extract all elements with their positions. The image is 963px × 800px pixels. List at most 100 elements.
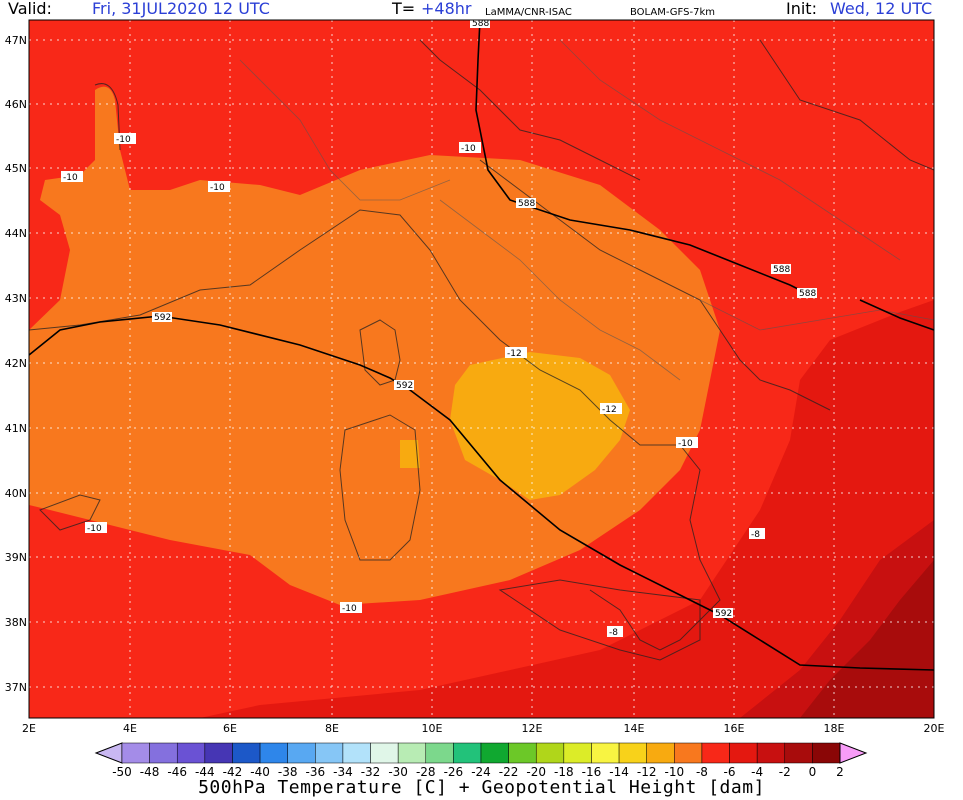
init-date: Wed, 12 UTC <box>830 0 933 18</box>
geopotential-label: 592 <box>154 313 171 323</box>
colorbar-tick-label: -14 <box>609 765 629 779</box>
lat-tick-label: 41N <box>5 422 27 435</box>
colorbar-swatch <box>287 742 316 764</box>
colorbar-swatch <box>149 742 178 764</box>
lon-tick-label: 20E <box>924 722 945 735</box>
colorbar-swatch <box>204 742 233 764</box>
colorbar-swatch <box>315 742 344 764</box>
map-frame <box>28 19 935 719</box>
colorbar-tick-label: -16 <box>582 765 602 779</box>
colorbar-swatch <box>701 742 730 764</box>
geopotential-label: 588 <box>799 289 816 299</box>
temperature-label: -10 <box>678 439 693 449</box>
colorbar-swatch <box>121 742 150 764</box>
lat-tick-label: 42N <box>5 357 27 370</box>
temperature-labels: -10 -10 -10 -10 -10 -12 -12 -10 -8 -10 -… <box>61 133 765 638</box>
colorbar-swatch <box>535 742 565 764</box>
colorbar-tick-label: -36 <box>306 765 326 779</box>
colorbar-swatch <box>342 742 371 764</box>
colorbar-tick-label: -28 <box>416 765 436 779</box>
lat-axis: 47N 46N 45N 44N 43N 42N 41N 40N 39N 38N … <box>5 34 27 694</box>
lon-tick-label: 2E <box>22 722 36 735</box>
lon-tick-label: 16E <box>724 722 745 735</box>
lead-time: +48hr <box>421 0 472 18</box>
colorbar-swatch <box>729 742 758 764</box>
lat-tick-label: 37N <box>5 681 27 694</box>
geopotential-label: 588 <box>472 19 489 29</box>
lat-tick-label: 45N <box>5 162 27 175</box>
colorbar-tick-label: -18 <box>554 765 574 779</box>
lat-tick-label: 46N <box>5 98 27 111</box>
colorbar-swatch <box>646 742 675 764</box>
colorbar-swatch <box>259 742 288 764</box>
colorbar-swatch <box>425 742 454 764</box>
colorbar-swatch <box>756 742 786 764</box>
temperature-label: -10 <box>63 173 78 183</box>
temperature-label: -10 <box>116 135 131 145</box>
temperature-label: -12 <box>602 405 617 415</box>
lon-tick-label: 12E <box>522 722 543 735</box>
lat-lon-grid <box>29 20 934 718</box>
colorbar-tick-label: -26 <box>444 765 464 779</box>
lat-tick-label: 39N <box>5 551 27 564</box>
colorbar-tick-label: -10 <box>665 765 685 779</box>
geopotential-label: 588 <box>518 199 535 209</box>
geopotential-label: 592 <box>396 381 413 391</box>
colorbar-tick-label: -46 <box>167 765 187 779</box>
lat-tick-label: 40N <box>5 487 27 500</box>
geopotential-label: 588 <box>773 265 790 275</box>
temp-zone-minus12-sardinia <box>400 440 420 468</box>
colorbar-tick-label: -2 <box>779 765 791 779</box>
colorbar-swatch <box>232 742 261 764</box>
colorbar-tick-label: -44 <box>195 765 215 779</box>
temperature-label: -12 <box>507 349 522 359</box>
temperature-label: -10 <box>461 144 476 154</box>
colorbar-swatch <box>453 742 482 764</box>
lon-tick-label: 14E <box>624 722 645 735</box>
colorbar-tick-label: -50 <box>112 765 132 779</box>
colorbar-arrow-high <box>839 742 868 764</box>
lat-tick-label: 38N <box>5 616 27 629</box>
temperature-label: -10 <box>87 524 102 534</box>
colorbar-swatch <box>563 742 592 764</box>
lon-tick-label: 18E <box>824 722 845 735</box>
map-header: Valid: Fri, 31JUL2020 12 UTC T= +48hr La… <box>0 0 963 20</box>
colorbar-tick-label: -48 <box>140 765 160 779</box>
lon-axis: 2E 4E 6E 8E 10E 12E 14E 16E 18E 20E <box>22 722 944 735</box>
valid-date: Fri, 31JUL2020 12 UTC <box>92 0 270 18</box>
country-borders <box>239 39 935 381</box>
colorbar-tick-label: -40 <box>250 765 270 779</box>
lon-tick-label: 4E <box>123 722 137 735</box>
colorbar-swatch <box>591 742 620 764</box>
lat-tick-label: 47N <box>5 34 27 47</box>
lat-tick-label: 44N <box>5 227 27 240</box>
valid-label: Valid: <box>8 0 52 18</box>
temperature-label: -8 <box>609 628 618 638</box>
lat-tick-label: 43N <box>5 292 27 305</box>
colorbar <box>94 742 868 764</box>
colorbar-tick-label: -4 <box>751 765 763 779</box>
colorbar-swatch <box>618 742 647 764</box>
colorbar-swatch <box>397 742 427 764</box>
colorbar-swatch <box>370 742 399 764</box>
temperature-label: -8 <box>751 530 760 540</box>
temperature-label: -10 <box>342 604 357 614</box>
source-label: LaMMA/CNR-ISAC <box>485 7 572 18</box>
colorbar-tick-label: -34 <box>333 765 353 779</box>
colorbar-swatch <box>480 742 509 764</box>
colorbar-swatch <box>176 742 206 764</box>
map-title: 500hPa Temperature [C] + Geopotential He… <box>198 777 765 798</box>
colorbar-tick-label: -38 <box>278 765 298 779</box>
colorbar-tick-label: -22 <box>499 765 519 779</box>
temp-zone-minus8 <box>200 300 934 718</box>
temp-zone-minus12 <box>450 352 630 500</box>
init-label: Init: <box>786 0 817 18</box>
lon-tick-label: 8E <box>325 722 339 735</box>
geopotential-label: 592 <box>715 609 732 619</box>
colorbar-tick-label: 2 <box>836 765 844 779</box>
colorbar-tick-label: -6 <box>724 765 736 779</box>
colorbar-tick-label: -32 <box>361 765 381 779</box>
colorbar-tick-label: 0 <box>809 765 817 779</box>
colorbar-tick-label: -24 <box>471 765 491 779</box>
